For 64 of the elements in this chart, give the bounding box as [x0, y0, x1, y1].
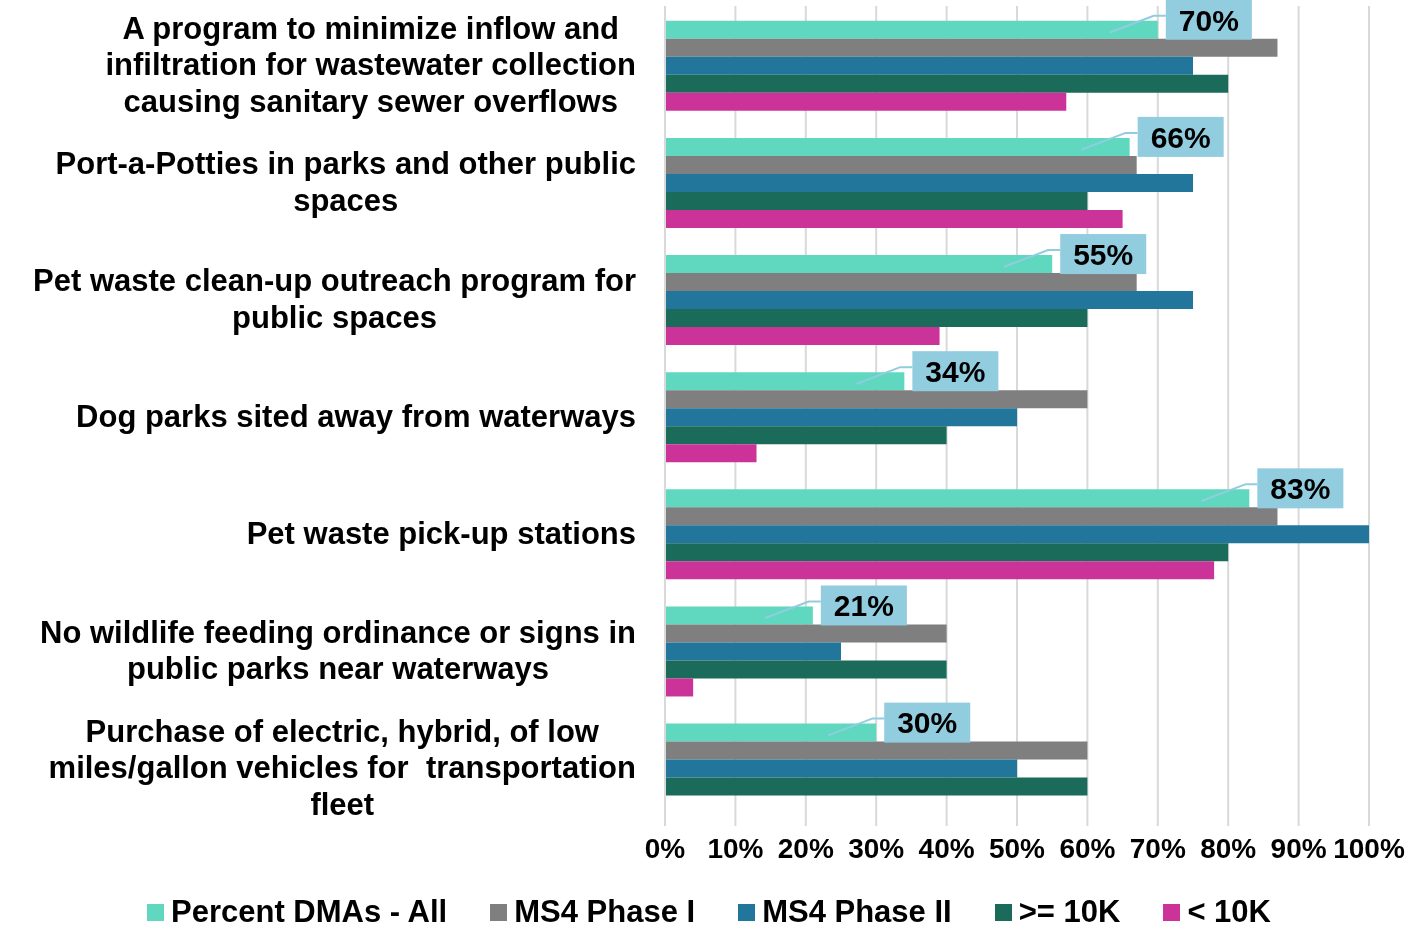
legend-label: < 10K: [1187, 894, 1271, 927]
x-tick-label: 0%: [644, 832, 686, 864]
bar: [665, 543, 1229, 562]
x-tick-label: 100%: [1333, 832, 1405, 864]
data-label: 70%: [1178, 3, 1239, 37]
y-tick-label: No wildlife feeding ordinance or signs in public parks near waterways: [40, 614, 636, 687]
x-tick-label: 20%: [777, 832, 834, 864]
data-label: 55%: [1073, 237, 1134, 271]
x-tick-label: 30%: [848, 832, 905, 864]
x-tick-label: 60%: [1059, 832, 1116, 864]
bar: [665, 309, 1088, 328]
y-tick-label: Pet waste clean-up outreach program for public spaces: [33, 263, 637, 335]
bar: [665, 642, 841, 661]
x-tick-label: 80%: [1200, 832, 1257, 864]
bar: [665, 606, 813, 625]
bar: [665, 38, 1278, 57]
y-tick-label: A program to minimize inflow and infiltration for wastewater collection causing sanitary sewer overflows: [105, 10, 636, 119]
bar: [665, 92, 1067, 111]
bar: [665, 173, 1193, 192]
x-tick-label: 70%: [1129, 832, 1186, 864]
bar: [665, 209, 1123, 228]
data-label: 21%: [833, 589, 894, 623]
bar: [665, 74, 1229, 93]
bar: [665, 741, 1088, 760]
bar: [665, 291, 1193, 310]
y-tick-label: Pet waste pick-up stations: [246, 515, 637, 551]
bar: [665, 660, 947, 679]
bar: [665, 20, 1158, 39]
bar: [665, 273, 1137, 292]
data-label: 34%: [925, 354, 986, 388]
x-tick-label: 90%: [1270, 832, 1327, 864]
bar: [665, 327, 940, 346]
legend-label: >= 10K: [1018, 894, 1121, 927]
bar: [665, 678, 694, 697]
x-tick-label: 50%: [988, 832, 1046, 864]
bar: [665, 255, 1053, 274]
bar: [665, 624, 947, 643]
data-label: 83%: [1270, 472, 1331, 506]
bar: [665, 390, 1088, 409]
bar: [665, 137, 1130, 156]
legend-label: MS4 Phase I: [514, 894, 696, 927]
x-tick-label: 10%: [707, 832, 764, 864]
bar: [665, 191, 1088, 210]
data-label: 30%: [897, 706, 958, 740]
bar: [665, 426, 947, 445]
bar: [665, 489, 1250, 508]
x-tick-label: 40%: [918, 832, 975, 864]
bar: [665, 777, 1088, 796]
bar: [665, 155, 1137, 174]
data-label: 66%: [1150, 120, 1211, 154]
bar: [665, 723, 877, 742]
bar: [665, 408, 1017, 427]
bar: [665, 759, 1017, 778]
legend-label: MS4 Phase II: [762, 894, 952, 927]
y-tick-label: Dog parks sited away from waterways: [76, 398, 636, 434]
y-tick-label: Port-a-Potties in parks and other public spaces: [55, 146, 636, 218]
bar: [665, 56, 1193, 75]
bar: [665, 507, 1278, 526]
bar: [665, 372, 905, 391]
bar: [665, 525, 1369, 544]
legend-label: Percent DMAs - All: [171, 894, 448, 927]
bar: [665, 561, 1215, 580]
bar: [665, 444, 757, 463]
y-tick-label: Purchase of electric, hybrid, of low miles/gallon vehicles for transportation fleet: [48, 713, 637, 822]
